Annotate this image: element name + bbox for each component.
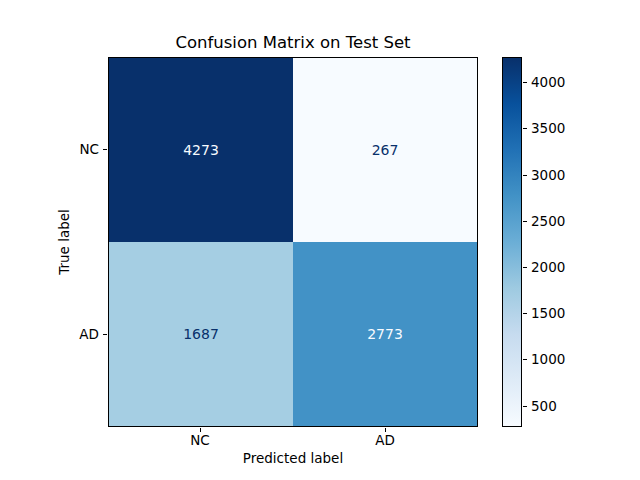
colorbar-tick-mark-3500 bbox=[523, 128, 527, 129]
colorbar-tick-mark-1000 bbox=[523, 359, 527, 360]
colorbar-tick-label-3500: 3500 bbox=[531, 120, 565, 136]
colorbar-gradient bbox=[502, 57, 522, 427]
cell-true-nc-pred-ad: 267 bbox=[293, 58, 477, 242]
ytick-mark-ad bbox=[103, 334, 107, 335]
y-axis-label: True label bbox=[56, 209, 72, 275]
cell-true-nc-pred-nc: 4273 bbox=[109, 58, 293, 242]
colorbar-tick-label-1500: 1500 bbox=[531, 305, 565, 321]
xtick-label-ad: AD bbox=[345, 433, 425, 448]
x-axis-label: Predicted label bbox=[108, 450, 478, 466]
colorbar-tick-label-4000: 4000 bbox=[531, 74, 565, 90]
colorbar-tick-label-1000: 1000 bbox=[531, 351, 565, 367]
colorbar-tick-mark-1500 bbox=[523, 313, 527, 314]
colorbar-tick-mark-4000 bbox=[523, 82, 527, 83]
colorbar-tick-label-3000: 3000 bbox=[531, 167, 565, 183]
confusion-matrix-heatmap: 4273 267 1687 2773 bbox=[108, 57, 478, 427]
ytick-label-nc: NC bbox=[40, 142, 99, 157]
ytick-mark-nc bbox=[103, 149, 107, 150]
xtick-label-nc: NC bbox=[160, 433, 240, 448]
colorbar-tick-mark-2500 bbox=[523, 221, 527, 222]
colorbar-tick-mark-3000 bbox=[523, 175, 527, 176]
cell-true-ad-pred-ad: 2773 bbox=[293, 242, 477, 426]
cell-true-ad-pred-nc: 1687 bbox=[109, 242, 293, 426]
ytick-label-ad: AD bbox=[40, 327, 99, 342]
colorbar-tick-label-2000: 2000 bbox=[531, 259, 565, 275]
colorbar-tick-label-500: 500 bbox=[531, 398, 557, 414]
chart-title: Confusion Matrix on Test Set bbox=[108, 33, 478, 52]
colorbar-tick-mark-500 bbox=[523, 406, 527, 407]
colorbar-tick-label-2500: 2500 bbox=[531, 213, 565, 229]
colorbar-tick-mark-2000 bbox=[523, 267, 527, 268]
